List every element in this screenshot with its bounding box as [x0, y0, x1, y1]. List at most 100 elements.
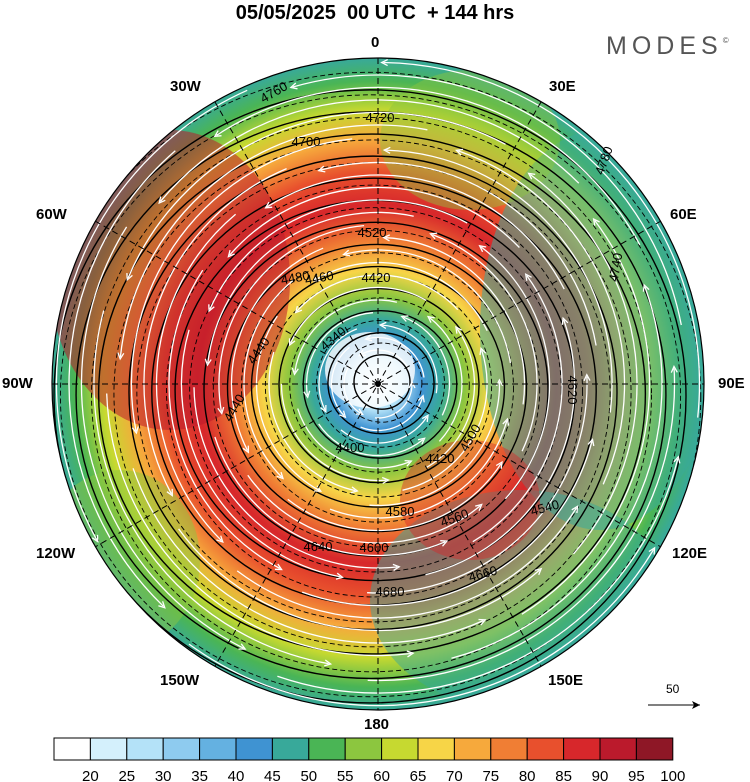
streamline	[55, 89, 248, 541]
reference-vector-label: 50	[666, 682, 680, 696]
colorbar-box	[635, 737, 674, 761]
streamline-arrowhead	[426, 315, 435, 323]
streamline-arrowhead	[242, 445, 250, 454]
contour-label: 4540	[529, 497, 561, 519]
streamline-arrowhead	[408, 380, 416, 389]
contour-label: 4740	[606, 252, 626, 283]
colorbar-box	[89, 737, 128, 761]
contour-label: 4480	[280, 268, 311, 288]
colorbar: 20 25 30 35 40 45 50 55 60 65 70 75 80 85 90 95 100	[53, 737, 685, 782]
streamline	[243, 279, 295, 478]
height-contour	[53, 89, 687, 704]
streamline	[360, 397, 424, 432]
streamline-arrowhead	[289, 82, 298, 90]
height-contour	[97, 133, 647, 655]
colorbar-tick-label: 60	[373, 768, 390, 782]
height-contour	[128, 155, 618, 631]
streamline-arrowhead	[350, 486, 359, 494]
north-pole-marker	[375, 381, 381, 387]
streamline-arrowhead	[382, 146, 391, 154]
lon-label-90w: 90W	[2, 375, 33, 392]
colorbar-box	[199, 737, 237, 761]
streamline-arrowhead	[317, 165, 326, 173]
height-contour	[278, 287, 480, 484]
height-contour	[113, 139, 632, 648]
lon-label-60e: 60E	[670, 206, 697, 223]
streamline-arrowhead	[475, 503, 483, 511]
height-contour	[340, 342, 423, 423]
streamline	[301, 441, 593, 607]
streamline-arrowhead	[208, 304, 215, 313]
colorbar-tick-label: 70	[446, 768, 463, 782]
streamline-arrowhead	[303, 390, 311, 399]
height-contour	[353, 354, 411, 410]
streamline	[382, 324, 438, 394]
streamline	[68, 150, 176, 607]
streamline-arrowhead	[324, 659, 333, 667]
contour-label: 4680	[376, 584, 405, 599]
streamline	[266, 174, 565, 290]
lon-label-0: 0	[371, 34, 380, 51]
streamline	[318, 328, 358, 411]
lon-label-120w: 120W	[36, 545, 76, 562]
streamline-arrowhead	[404, 459, 413, 467]
colorbar-box	[453, 737, 492, 761]
streamline-arrowhead	[216, 535, 224, 544]
streamline-arrowhead	[378, 321, 387, 329]
streamline	[429, 317, 463, 442]
streamline	[127, 111, 506, 279]
streamline	[425, 319, 576, 576]
height-contour	[250, 265, 506, 508]
streamline-arrowhead	[342, 249, 351, 257]
streamline-arrowhead	[524, 273, 532, 281]
streamline-arrowhead	[534, 567, 543, 576]
streamline	[159, 99, 580, 202]
streamline	[268, 351, 356, 492]
lon-label-30w: 30W	[170, 78, 201, 95]
height-contour	[264, 274, 493, 498]
colorbar-tick-label: 40	[228, 768, 245, 782]
streamline	[385, 237, 526, 405]
colorbar-tick-label: 90	[592, 768, 609, 782]
streamline-arrowhead	[478, 244, 487, 253]
colorbar-boxes	[53, 737, 674, 761]
streamline-arrowhead	[355, 408, 364, 416]
contour-label: 4420	[426, 451, 455, 466]
lon-label-150w: 150W	[160, 672, 200, 689]
lon-label-60w: 60W	[36, 206, 67, 223]
colorbar-box	[53, 737, 91, 761]
streamline	[367, 376, 588, 594]
height-contour	[91, 116, 652, 673]
streamline	[130, 138, 353, 432]
streamline	[403, 316, 451, 416]
streamline-arrowhead	[126, 273, 133, 282]
streamline-arrowhead	[204, 358, 212, 367]
streamline	[472, 275, 563, 543]
streamline	[294, 299, 398, 373]
streamline	[369, 381, 501, 507]
colorbar-tick-label: 65	[410, 768, 427, 782]
streamline	[106, 393, 412, 657]
streamline	[230, 247, 324, 451]
colorbar-box	[235, 737, 273, 761]
colorbar-tick-label: 55	[337, 768, 354, 782]
colorbar-box	[381, 737, 419, 761]
streamline-arrowhead	[264, 201, 273, 209]
height-contour	[289, 297, 470, 473]
contour-label: 4660	[467, 563, 499, 585]
streamline-arrowhead	[429, 232, 438, 240]
streamline-arrowhead	[502, 417, 510, 426]
contour-label: 4620	[565, 376, 580, 405]
colorbar-tick-label: 50	[300, 768, 317, 782]
streamline-arrowhead	[440, 540, 449, 547]
streamline-arrowhead	[648, 546, 656, 555]
streamline	[425, 328, 476, 469]
streamline-arrowhead	[380, 59, 388, 67]
streamline-arrowhead	[274, 563, 283, 571]
streamline	[330, 346, 350, 417]
contour-label: 4600	[360, 540, 389, 555]
height-contour	[189, 207, 562, 573]
streamline	[80, 226, 244, 649]
lon-label-180: 180	[364, 716, 390, 733]
streamline	[216, 86, 641, 246]
